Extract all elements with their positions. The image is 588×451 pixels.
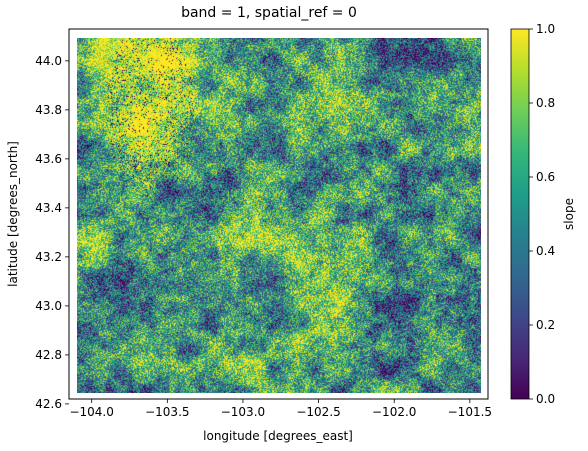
colorbar-tick-label: 0.6 — [536, 170, 555, 184]
colorbar-axis: 0.0 0.2 0.4 0.6 0.8 1.0 — [529, 22, 555, 406]
x-tick-label: −101.5 — [448, 405, 492, 419]
y-tick-label: 42.8 — [35, 348, 62, 362]
x-axis-label: longitude [degrees_east] — [203, 429, 353, 443]
y-tick-label: 43.8 — [35, 103, 62, 117]
x-tick-label: −102.0 — [372, 405, 416, 419]
y-axis: 42.6 42.8 43.0 43.2 43.4 43.6 43.8 44.0 — [35, 54, 69, 411]
x-tick-label: −104.0 — [69, 405, 113, 419]
chart-title: band = 1, spatial_ref = 0 — [181, 5, 357, 21]
x-axis: −104.0 −103.5 −103.0 −102.5 −102.0 −101.5 — [69, 399, 492, 419]
colorbar-label: slope — [562, 198, 576, 230]
heatmap-raster — [76, 37, 481, 393]
y-axis-label: latitude [degrees_north] — [6, 141, 20, 287]
plot-frame — [68, 28, 489, 400]
y-tick-label: 44.0 — [35, 54, 62, 68]
heatmap-raster-container — [76, 37, 481, 393]
y-tick-label: 43.0 — [35, 299, 62, 313]
colorbar-tick-label: 1.0 — [536, 22, 555, 36]
y-tick-label: 43.6 — [35, 152, 62, 166]
colorbar-tick-label: 0.8 — [536, 96, 555, 110]
x-tick-label: −103.0 — [221, 405, 265, 419]
colorbar-tick-label: 0.2 — [536, 318, 555, 332]
y-tick-label: 42.6 — [35, 397, 62, 411]
colorbar-tick-label: 0.4 — [536, 244, 555, 258]
x-tick-label: −102.5 — [296, 405, 340, 419]
x-tick-label: −103.5 — [145, 405, 189, 419]
colorbar-tick-label: 0.0 — [536, 392, 555, 406]
y-tick-label: 43.2 — [35, 250, 62, 264]
colorbar — [510, 28, 530, 400]
y-tick-label: 43.4 — [35, 201, 62, 215]
